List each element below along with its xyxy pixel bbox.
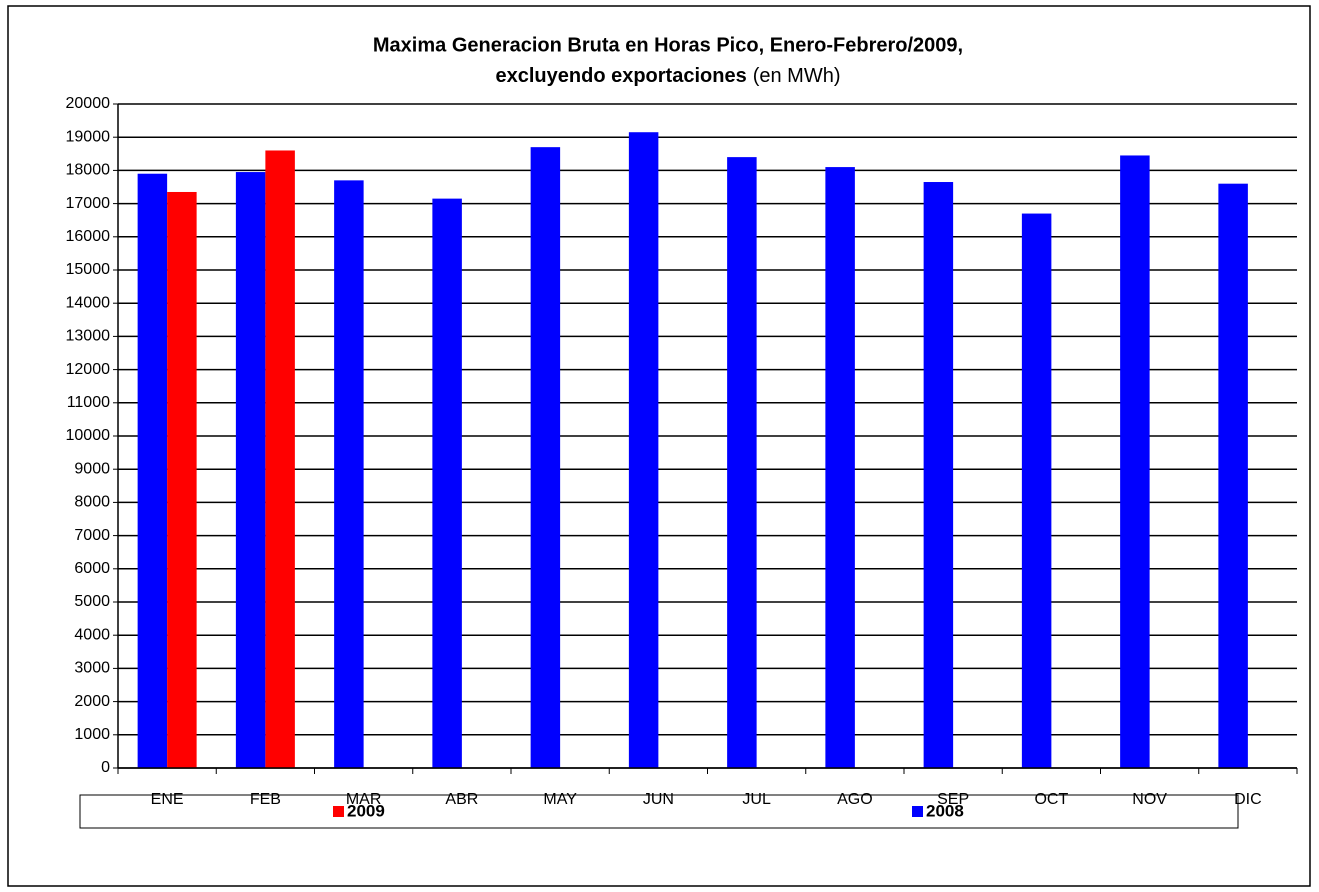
bar: [167, 191, 197, 769]
y-tick-label: 18000: [66, 162, 111, 179]
bar: [235, 172, 266, 768]
chart-title: Maxima Generacion Bruta en Horas Pico, E…: [373, 34, 963, 56]
chart-title-note: (en MWh): [753, 65, 841, 87]
y-tick-label: 15000: [66, 261, 111, 278]
y-tick-label: 10000: [66, 427, 111, 444]
bar: [1120, 155, 1150, 768]
bar: [265, 150, 295, 769]
y-tick-label: 8000: [74, 494, 110, 511]
legend-text: 2009: [347, 801, 385, 820]
x-tick-label: JUL: [742, 791, 771, 808]
chart-border: [7, 5, 1311, 887]
bar: [923, 182, 954, 768]
y-tick-label: 12000: [66, 361, 111, 378]
bar: [1218, 183, 1248, 768]
y-tick-label: 1000: [74, 726, 110, 743]
y-tick-label: 4000: [74, 626, 110, 643]
x-tick-label: FEB: [250, 791, 281, 808]
x-tick-label: OCT: [1034, 791, 1068, 808]
y-tick-label: 3000: [74, 660, 110, 677]
x-tick-label: ENE: [151, 791, 184, 808]
y-tick-label: 13000: [66, 328, 111, 345]
x-tick-label: MAY: [543, 791, 577, 808]
x-tick-label: DIC: [1234, 791, 1262, 808]
y-tick-label: 9000: [74, 460, 110, 477]
y-tick-label: 17000: [66, 195, 111, 212]
bar: [530, 147, 561, 768]
x-tick-label: ABR: [445, 791, 478, 808]
legend-swatch: [333, 806, 344, 817]
bar: [1021, 213, 1052, 768]
bar: [727, 157, 757, 768]
y-tick-label: 11000: [67, 394, 110, 411]
y-tick-label: 20000: [66, 95, 111, 112]
legend-swatch: [912, 806, 923, 817]
y-tick-label: 16000: [66, 228, 111, 245]
x-tick-label: JUN: [643, 791, 674, 808]
bar: [137, 173, 168, 769]
y-tick-label: 2000: [74, 693, 110, 710]
x-tick-label: AGO: [837, 791, 873, 808]
y-tick-label: 5000: [74, 593, 110, 610]
y-tick-label: 19000: [66, 128, 111, 145]
y-tick-label: 6000: [74, 560, 110, 577]
legend-box: [79, 794, 1239, 829]
legend-text: 2008: [926, 801, 964, 820]
x-tick-label: NOV: [1132, 791, 1167, 808]
bar: [432, 198, 462, 768]
chart-title-bold: excluyendo exportaciones: [496, 65, 747, 87]
bar: [628, 132, 659, 769]
y-tick-label: 7000: [74, 527, 110, 544]
x-tick-label: MAR: [346, 791, 382, 808]
y-tick-label: 14000: [66, 294, 111, 311]
x-tick-label: SEP: [937, 791, 969, 808]
bar: [334, 180, 364, 769]
y-tick-label: 0: [101, 759, 110, 776]
bar: [825, 167, 855, 768]
chart-title-line2: excluyendo exportaciones (en MWh): [496, 65, 841, 87]
